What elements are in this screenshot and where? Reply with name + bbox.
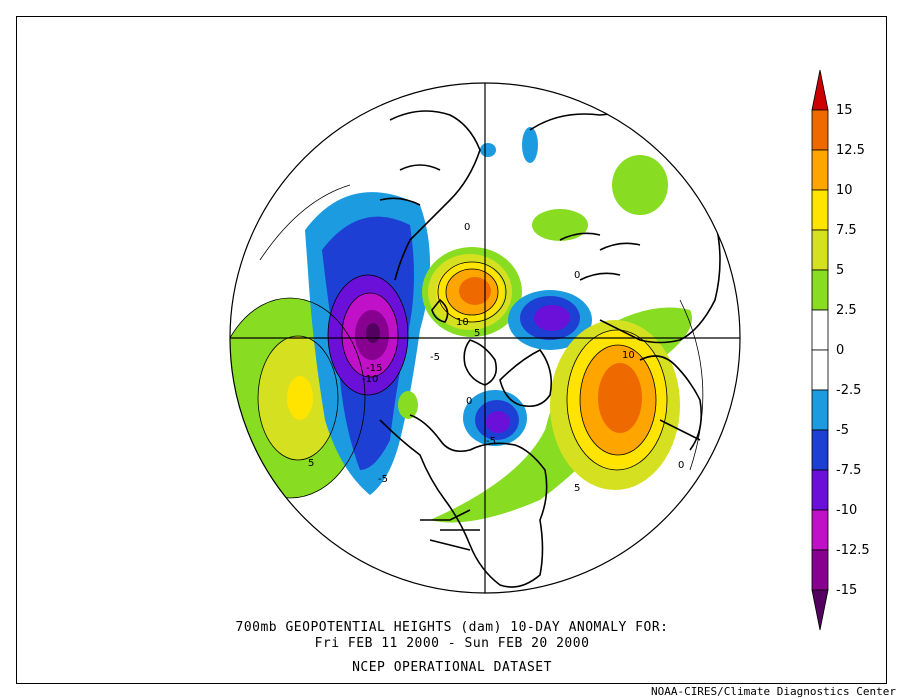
contour-label: 5 bbox=[574, 483, 580, 494]
colorbar-label: 15 bbox=[836, 103, 853, 118]
colorbar-label: 10 bbox=[836, 183, 853, 198]
colorbar-label: -7.5 bbox=[836, 463, 862, 478]
contour-label: 0 bbox=[574, 270, 580, 281]
anomaly-pos-eurasia bbox=[532, 209, 588, 241]
anomaly-pos-atlantic-12 bbox=[598, 363, 642, 433]
colorbar-label: -5 bbox=[836, 423, 849, 438]
anomaly-pos-pacific-7 bbox=[287, 376, 313, 420]
colorbar-seg bbox=[811, 389, 829, 431]
contour-label: -10 bbox=[362, 374, 378, 385]
colorbar-label: -12.5 bbox=[836, 543, 870, 558]
colorbar-label: 12.5 bbox=[836, 143, 865, 158]
anomaly-pos-east-asia bbox=[612, 155, 668, 215]
title-line-3: NCEP OPERATIONAL DATASET bbox=[352, 660, 552, 675]
colorbar-seg bbox=[811, 309, 829, 351]
anomaly-neg-alaska-15 bbox=[366, 323, 380, 343]
contour-label: 0 bbox=[466, 396, 472, 407]
colorbar-seg bbox=[811, 349, 829, 391]
colorbar-seg bbox=[811, 109, 829, 151]
credit-text: NOAA-CIRES/Climate Diagnostics Center bbox=[650, 685, 896, 698]
anomaly-field bbox=[230, 110, 721, 588]
colorbar-label: -15 bbox=[836, 583, 858, 598]
anomaly-neg-hudson-7 bbox=[486, 411, 510, 433]
colorbar-seg bbox=[811, 269, 829, 311]
colorbar-seg bbox=[811, 509, 829, 551]
colorbar-label: 7.5 bbox=[836, 223, 857, 238]
colorbar-cap-bottom bbox=[811, 589, 829, 631]
anomaly-neg-small-2 bbox=[522, 127, 538, 163]
contour-label: 10 bbox=[622, 350, 635, 361]
contour-label-group: 10 5 0 -15 -10 -5 10 -5 -5 5 5 0 0 0 bbox=[308, 222, 684, 494]
colorbar-seg bbox=[811, 549, 829, 591]
contour-label: 0 bbox=[464, 222, 470, 233]
contour-label: 5 bbox=[474, 328, 480, 339]
colorbar-seg bbox=[811, 229, 829, 271]
anomaly-neg-small bbox=[480, 143, 496, 157]
contour-lines bbox=[230, 184, 704, 499]
contour-label: -5 bbox=[378, 474, 388, 485]
contour-label: 5 bbox=[308, 458, 314, 469]
anomaly-pos-arctic-12 bbox=[459, 277, 491, 305]
colorbar-seg bbox=[811, 429, 829, 471]
title-line-1: 700mb GEOPOTENTIAL HEIGHTS (dam) 10-DAY … bbox=[235, 620, 669, 635]
colorbar-seg bbox=[811, 189, 829, 231]
colorbar-label: 5 bbox=[836, 263, 845, 278]
colorbar-label: 2.5 bbox=[836, 303, 857, 318]
plot-frame bbox=[16, 16, 887, 684]
anomaly-neg-siberia-7 bbox=[534, 305, 570, 331]
colorbar-label: -2.5 bbox=[836, 383, 862, 398]
contour-label: 0 bbox=[678, 460, 684, 471]
colorbar-label: 0 bbox=[836, 343, 845, 358]
contour-label: -5 bbox=[486, 436, 496, 447]
colorbar-seg bbox=[811, 469, 829, 511]
anomaly-pos-small bbox=[398, 391, 418, 419]
title-line-2: Fri FEB 11 2000 - Sun FEB 20 2000 bbox=[314, 636, 590, 651]
contour-label: -5 bbox=[430, 352, 440, 363]
colorbar-seg bbox=[811, 149, 829, 191]
colorbar-label: -10 bbox=[836, 503, 858, 518]
contour-label: -15 bbox=[366, 363, 382, 374]
contour-label: 10 bbox=[456, 317, 469, 328]
colorbar-cap-top bbox=[811, 69, 829, 111]
colorbar bbox=[811, 69, 829, 631]
